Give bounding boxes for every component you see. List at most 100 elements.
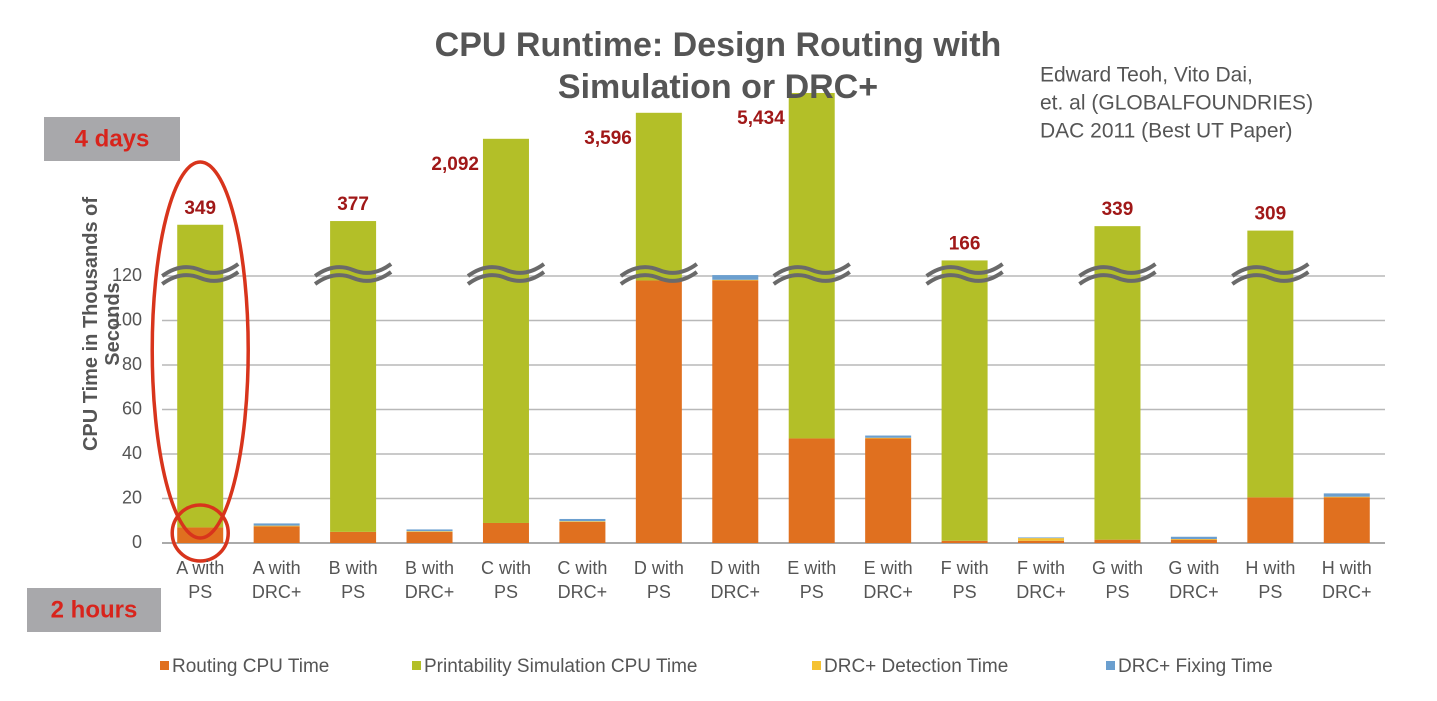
highlight — [170, 503, 230, 563]
y-tick-label: 80 — [122, 354, 142, 374]
axis-break — [1078, 270, 1157, 286]
bar-segment — [406, 529, 453, 532]
bar-segment — [559, 521, 606, 543]
x-tick-label: D with DRC+ — [710, 558, 761, 602]
axis-break — [161, 262, 240, 278]
legend-swatch — [160, 661, 169, 670]
x-tick-label: B with PS — [328, 558, 378, 602]
bar-segment — [559, 518, 606, 522]
bar-segment — [712, 279, 759, 281]
bar-segment — [1170, 536, 1217, 539]
bar-segment — [865, 435, 912, 438]
bar-segment — [1018, 540, 1065, 543]
x-tick-label: C with PS — [480, 558, 531, 602]
note-line: Edward Teoh, Vito Dai, — [1040, 64, 1253, 87]
x-tick-label: E with PS — [787, 558, 837, 602]
bar-segment — [712, 280, 759, 543]
y-tick-label: 20 — [122, 487, 142, 507]
callout: 2 hours — [51, 596, 138, 623]
total-label: 166 — [949, 233, 981, 254]
bar-segment — [482, 522, 529, 543]
callout: 4 days — [75, 125, 150, 152]
legend-label: Routing CPU Time — [172, 656, 329, 677]
axis-break — [772, 270, 851, 286]
bar-segment — [635, 112, 682, 281]
bar-segment — [788, 438, 835, 543]
axis-break — [1078, 262, 1157, 278]
axis-break — [619, 270, 699, 286]
axis-break — [1231, 270, 1310, 286]
axis-break — [161, 270, 240, 286]
x-tick-label: F with PS — [940, 558, 989, 602]
chart-title: CPU Runtime: Design Routing with Simulat… — [434, 26, 1002, 106]
bar-segment — [253, 525, 300, 527]
x-tick-label: F with DRC+ — [1016, 558, 1066, 602]
axis-break — [619, 262, 699, 278]
total-label: 5,434 — [737, 108, 785, 129]
total-label: 3,596 — [584, 128, 632, 149]
note-line: DAC 2011 (Best UT Paper) — [1040, 120, 1293, 143]
bar-segment — [1018, 537, 1065, 539]
x-tick-label: H with DRC+ — [1321, 558, 1372, 602]
bar-segment — [712, 275, 759, 280]
y-tick-label: 120 — [112, 265, 142, 285]
axis-break — [313, 262, 393, 278]
axis-break — [466, 262, 546, 278]
legend-label: DRC+ Detection Time — [824, 656, 1008, 677]
y-tick-label: 100 — [112, 309, 142, 329]
bar-segment — [406, 531, 453, 532]
x-tick-label: G with DRC+ — [1168, 558, 1220, 602]
bar-segment — [330, 531, 377, 543]
bar-segment — [1247, 497, 1294, 543]
bar-segment — [1323, 497, 1370, 543]
bar-segment — [253, 523, 300, 526]
legend-label: Printability Simulation CPU Time — [424, 656, 697, 677]
total-label: 349 — [184, 198, 216, 219]
bar-segment — [482, 138, 529, 523]
bar-segment — [1323, 493, 1370, 497]
legend-swatch — [1106, 661, 1115, 670]
legend-swatch — [812, 661, 821, 670]
x-tick-label: E with DRC+ — [863, 558, 913, 602]
total-label: 377 — [337, 194, 369, 215]
axis-break — [772, 262, 851, 278]
callout-box — [44, 117, 180, 161]
legend-swatch — [412, 661, 421, 670]
axis-break — [925, 270, 1004, 286]
x-tick-label: B with DRC+ — [404, 558, 455, 602]
x-tick-label: A with PS — [176, 558, 225, 602]
note-line: et. al (GLOBALFOUNDRIES) — [1040, 92, 1313, 115]
total-label: 2,092 — [431, 154, 479, 175]
total-label: 339 — [1102, 199, 1134, 220]
y-tick-label: 40 — [122, 443, 142, 463]
total-label: 309 — [1254, 204, 1286, 225]
bar-segment — [253, 526, 300, 543]
y-axis-label: CPU Time in Thousands of Seconds — [80, 196, 124, 452]
bar-segment — [1018, 538, 1065, 541]
bar-segment — [559, 521, 606, 522]
bar-segment — [1323, 496, 1370, 498]
bar-segment — [865, 437, 912, 439]
bar-segment — [1094, 539, 1141, 543]
bar-segment — [406, 531, 453, 543]
bar-segment — [1170, 538, 1217, 540]
axis-break — [925, 262, 1004, 278]
bar-segment — [941, 260, 988, 541]
bar-segment — [865, 438, 912, 543]
x-tick-label: G with PS — [1091, 558, 1143, 602]
highlight — [150, 160, 250, 540]
axis-break — [1231, 262, 1310, 278]
bar-segment — [1170, 539, 1217, 543]
x-tick-label: H with PS — [1245, 558, 1296, 602]
x-tick-label: C with DRC+ — [557, 558, 608, 602]
legend-label: DRC+ Fixing Time — [1118, 656, 1273, 677]
axis-break — [466, 270, 546, 286]
bar-segment — [635, 280, 682, 543]
callout-box — [27, 588, 161, 632]
y-tick-label: 60 — [122, 398, 142, 418]
bar-segment — [941, 540, 988, 543]
x-tick-label: D with PS — [633, 558, 684, 602]
axis-break — [313, 270, 393, 286]
